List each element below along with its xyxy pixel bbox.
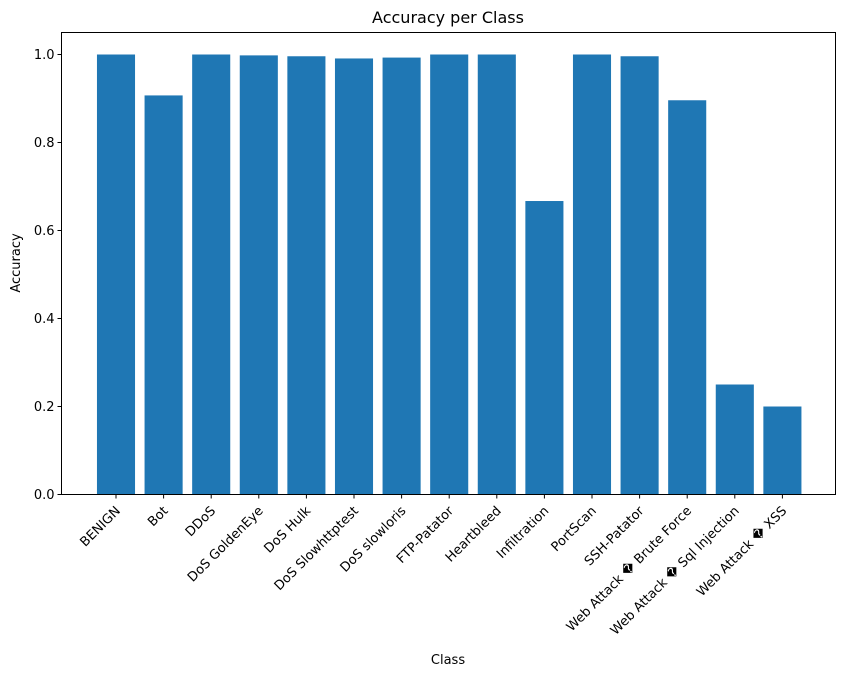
bar-6: [382, 57, 421, 495]
bar-3: [239, 55, 278, 495]
y-tick-label: 1.0: [34, 48, 55, 63]
bar-9: [525, 201, 564, 495]
y-tick-label: 0.6: [34, 224, 55, 239]
x-tick-label: Web Attack � XSS: [693, 502, 791, 600]
y-tick-label: 0.8: [34, 136, 55, 151]
x-tick-label: Infiltration: [494, 504, 552, 562]
y-tick-label: 0.2: [34, 400, 55, 415]
bar-5: [334, 58, 374, 495]
bar-1: [144, 95, 183, 495]
bar-10: [572, 54, 612, 495]
bar-8: [477, 54, 516, 495]
x-axis-label: Class: [431, 653, 465, 668]
y-axis-label: Accuracy: [9, 233, 24, 293]
y-tick-label: 0.0: [34, 488, 55, 503]
bar-13: [715, 384, 754, 495]
bar-14: [763, 406, 802, 495]
bars-group: [96, 54, 802, 495]
x-tick-label: Bot: [145, 504, 171, 530]
x-tick-label: BENIGN: [78, 504, 124, 550]
bar-11: [620, 56, 659, 495]
plot-frame: [61, 32, 836, 495]
y-axis-ticks: 0.0 0.2 0.4 0.6 0.8 1.0: [34, 48, 62, 503]
x-tick-label: DDoS: [183, 504, 219, 540]
chart-title: Accuracy per Class: [372, 8, 524, 27]
y-tick-label: 0.4: [34, 312, 55, 327]
bar-12: [668, 100, 707, 495]
bar-4: [287, 56, 326, 495]
bar-2: [192, 54, 231, 495]
bar-7: [430, 54, 469, 495]
x-tick-label: DoS Slowhttptest: [272, 504, 362, 594]
bar-0: [96, 54, 136, 495]
